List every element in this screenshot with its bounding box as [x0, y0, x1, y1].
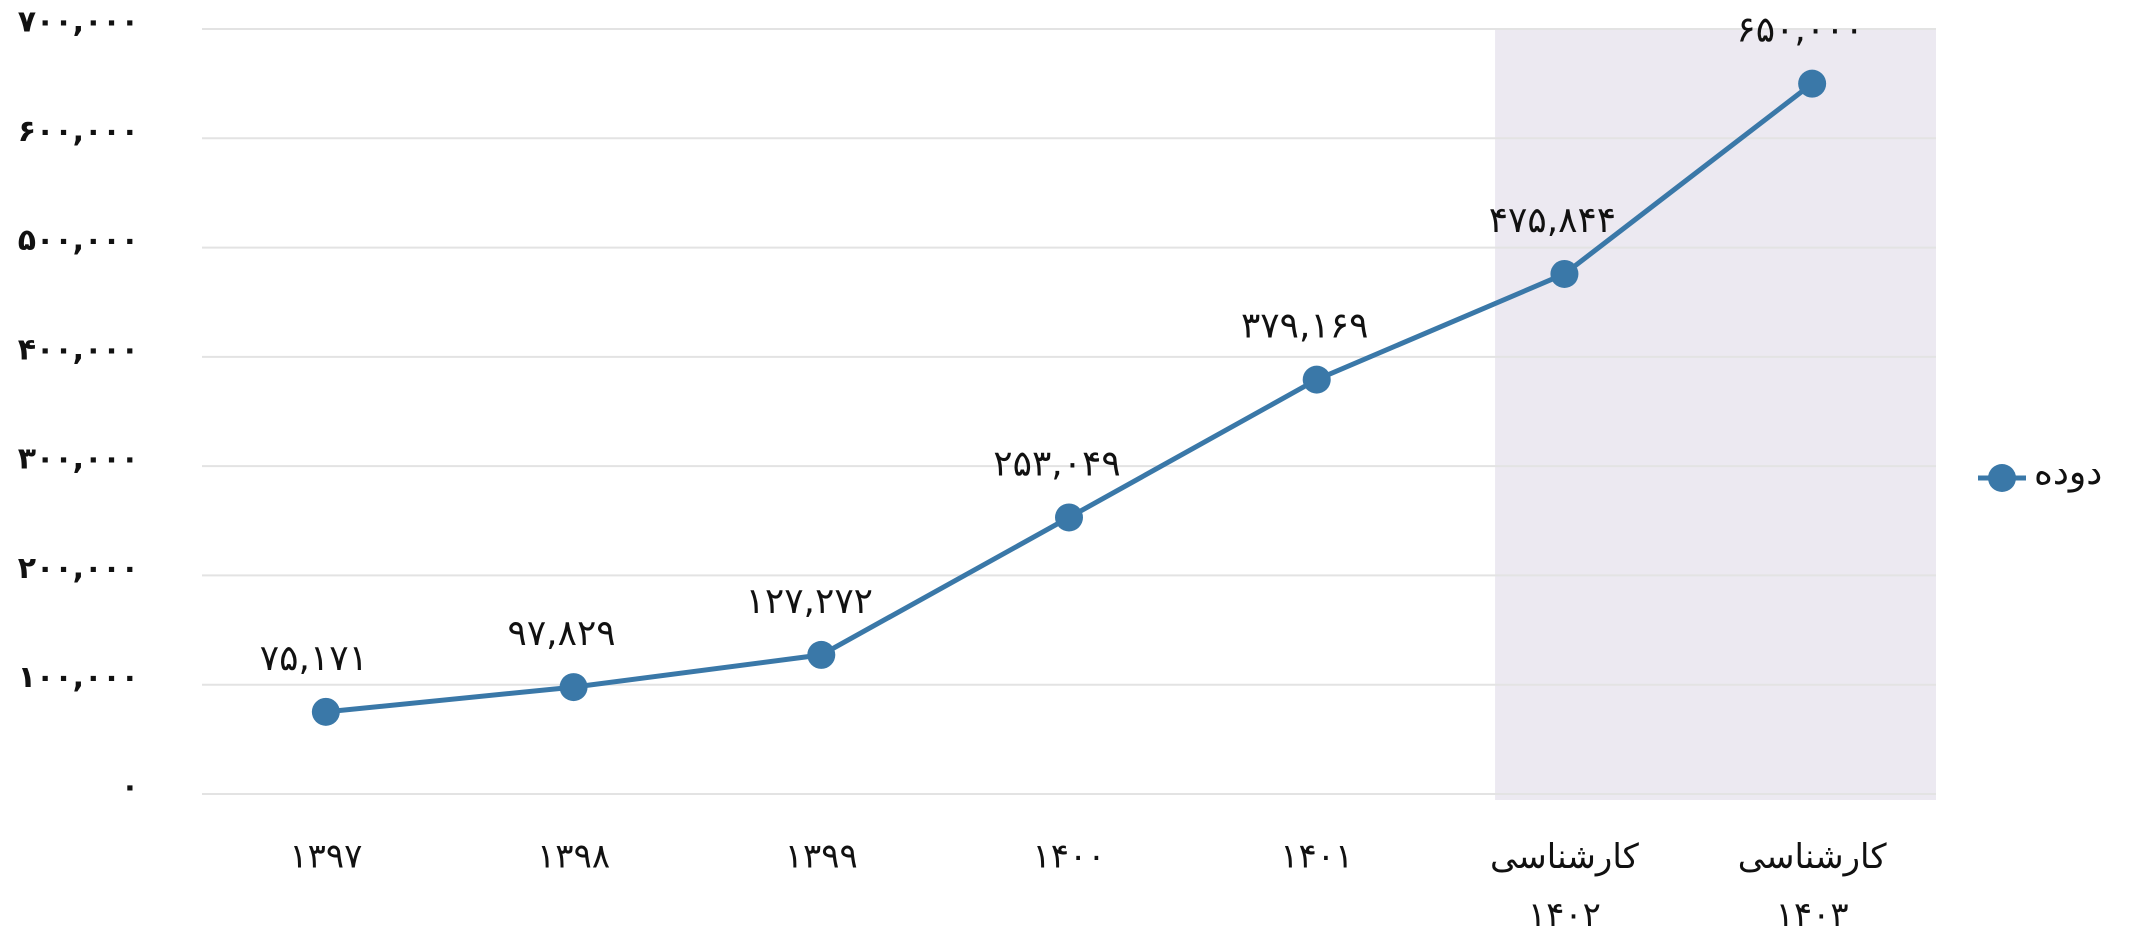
data-point — [1798, 69, 1827, 98]
x-tick-label: ۱۴۰۰ — [1032, 837, 1105, 877]
y-tick-label: ۴۰۰,۰۰۰ — [18, 332, 139, 367]
x-tick-label: کارشناسی ۱۴۰۲ — [1490, 837, 1640, 935]
data-label: ۹۷,۸۲۹ — [508, 613, 616, 654]
data-point — [311, 697, 340, 726]
y-tick-label: ۱۰۰,۰۰۰ — [18, 660, 139, 695]
legend-marker — [1988, 464, 2016, 492]
y-tick-label: ۵۰۰,۰۰۰ — [18, 223, 139, 258]
x-tick-label: ۱۳۹۸ — [537, 837, 610, 877]
x-tick-label: ۱۴۰۱ — [1280, 837, 1353, 877]
data-point — [807, 640, 836, 669]
x-tick-label: ۱۳۹۷ — [289, 837, 362, 877]
y-tick-label: ۶۰۰,۰۰۰ — [18, 114, 139, 149]
data-point — [559, 673, 588, 702]
y-tick-label: ۲۰۰,۰۰۰ — [18, 551, 139, 586]
data-label: ۴۷۵,۸۴۴ — [1489, 200, 1616, 241]
legend-label: دوده — [2034, 452, 2102, 493]
y-tick-label: ۳۰۰,۰۰۰ — [18, 442, 139, 477]
data-point — [1550, 259, 1579, 288]
data-label: ۲۵۳,۰۴۹ — [993, 443, 1120, 484]
y-tick-label: ۰ — [121, 770, 139, 805]
x-tick-label: ۱۳۹۹ — [785, 837, 858, 877]
data-point — [1055, 503, 1083, 532]
data-point — [1302, 365, 1331, 394]
x-tick-label: کارشناسی ۱۴۰۳ — [1738, 837, 1888, 935]
data-label: ۳۷۹,۱۶۹ — [1241, 306, 1368, 347]
data-label: ۶۵۰,۰۰۰ — [1736, 10, 1863, 51]
data-label: ۱۲۷,۲۷۲ — [746, 581, 873, 622]
y-tick-label: ۷۰۰,۰۰۰ — [18, 5, 139, 40]
data-label: ۷۵,۱۷۱ — [260, 638, 368, 679]
